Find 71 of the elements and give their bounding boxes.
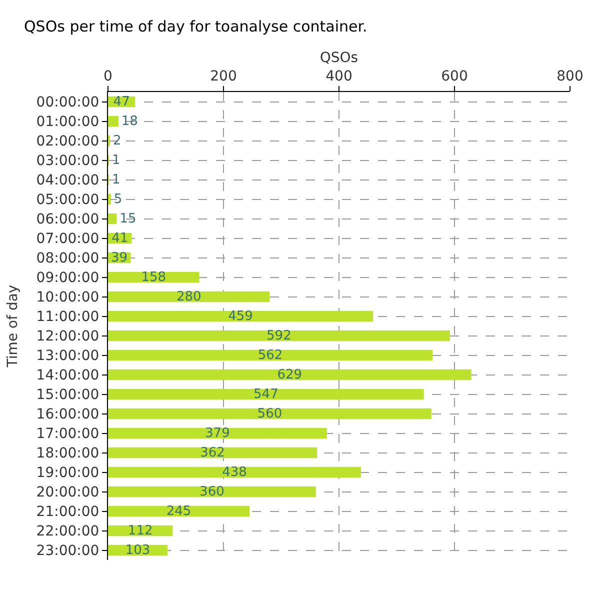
data-label: 438 [222,464,247,480]
y-tick-label: 15:00:00 [36,387,100,404]
data-label: 362 [200,445,225,460]
data-label: 547 [254,386,278,402]
bar [108,369,472,380]
bar [108,116,118,127]
y-tick-label: 21:00:00 [36,504,100,520]
y-tick-label: 01:00:00 [36,114,100,130]
bar [108,388,424,400]
data-label: 245 [166,504,192,519]
y-axis-title: Time of day [4,284,21,368]
data-label: 103 [125,542,150,558]
bar [108,506,250,517]
x-tick-label: 0 [104,68,112,84]
y-tick-label: 07:00:00 [36,231,100,248]
bar [108,310,374,322]
data-label: 18 [121,114,138,129]
x-tick-label: 200 [210,68,237,84]
bar [108,466,361,478]
x-tick-label: 800 [556,68,584,84]
y-tick-label: 10:00:00 [36,290,100,306]
data-label: 379 [205,426,230,441]
x-tick-label: 600 [441,68,468,84]
y-tick-label: 06:00:00 [36,212,100,228]
data-label: 15 [120,211,136,226]
data-label: 112 [128,523,153,538]
data-label: 1 [112,172,120,188]
y-tick-label: 17:00:00 [36,426,100,442]
y-tick-label: 13:00:00 [36,348,100,364]
y-tick-label: 08:00:00 [36,250,100,267]
y-tick-label: 04:00:00 [36,172,100,189]
bar [108,408,432,420]
data-label: 280 [176,289,202,304]
data-label: 2 [113,133,122,148]
y-tick-label: 09:00:00 [36,270,100,286]
y-tick-label: 12:00:00 [36,328,100,345]
bar [108,486,316,498]
bar [108,291,270,302]
y-tick-label: 19:00:00 [36,465,100,482]
x-tick-label: 400 [326,68,352,84]
data-label: 158 [141,270,166,285]
bar [108,447,318,458]
y-tick-label: 00:00:00 [36,94,100,111]
bar [108,428,327,439]
data-label: 360 [200,484,224,500]
data-label: 459 [228,308,253,324]
x-axis-title: QSOs [320,50,358,66]
chart-title: QSOs per time of day for toanalyse container. [24,18,368,36]
y-tick-label: 22:00:00 [36,524,100,540]
y-tick-label: 18:00:00 [36,446,100,462]
bar [108,194,111,205]
y-tick-label: 11:00:00 [36,309,100,326]
data-label: 39 [110,250,128,266]
data-label: 560 [257,406,282,422]
bar [108,213,117,224]
data-label: 592 [266,328,292,344]
y-tick-label: 14:00:00 [36,368,100,384]
y-tick-label: 20:00:00 [36,484,100,501]
y-tick-label: 05:00:00 [36,192,100,208]
y-tick-label: 23:00:00 [36,543,100,560]
data-label: 562 [258,348,283,363]
data-label: 5 [114,192,122,207]
data-label: 1 [112,152,120,168]
y-tick-label: 02:00:00 [36,134,100,150]
y-tick-label: 03:00:00 [36,153,100,170]
data-label: 47 [113,94,130,110]
bar [108,350,433,361]
data-label: 629 [277,367,302,382]
bar [108,330,450,342]
data-label: 41 [112,230,128,246]
y-tick-label: 16:00:00 [36,406,100,423]
